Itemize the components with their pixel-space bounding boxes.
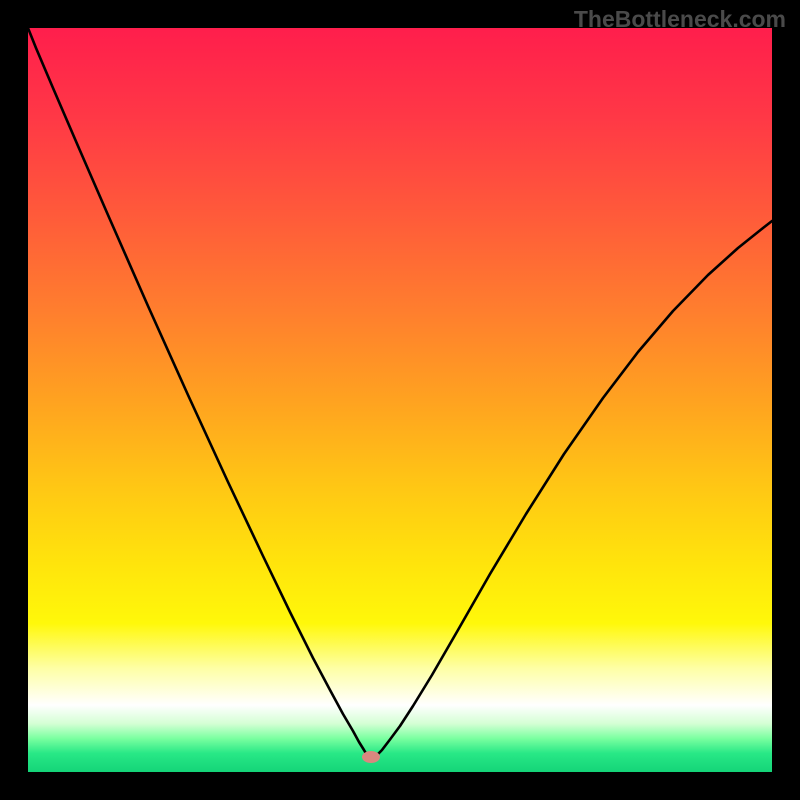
chart-svg xyxy=(28,28,772,772)
bottleneck-chart xyxy=(28,28,772,772)
chart-background xyxy=(28,28,772,772)
optimal-point-marker xyxy=(362,751,380,763)
watermark-text: TheBottleneck.com xyxy=(574,6,786,33)
